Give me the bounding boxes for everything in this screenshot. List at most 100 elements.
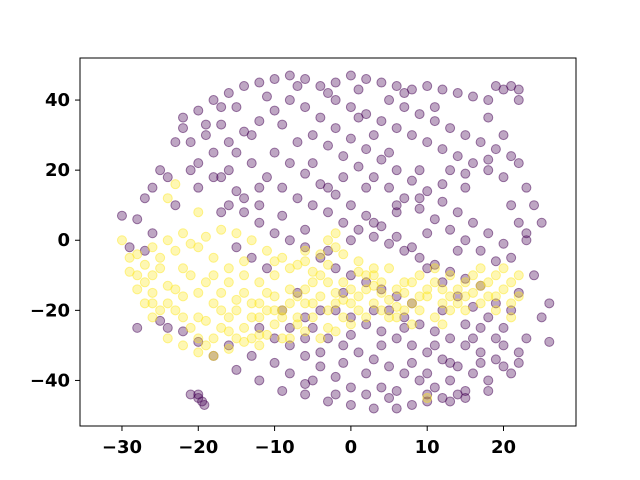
scatter-point	[414, 165, 425, 176]
scatter-point	[246, 312, 257, 323]
scatter-point	[376, 305, 387, 316]
scatter-point	[376, 154, 387, 165]
scatter-point	[414, 203, 425, 214]
scatter-point	[460, 130, 471, 141]
scatter-point	[414, 193, 425, 204]
scatter-point	[216, 119, 227, 130]
scatter-point	[208, 350, 219, 361]
scatter-point	[193, 207, 204, 218]
scatter-point	[345, 133, 356, 144]
scatter-point	[376, 287, 387, 298]
scatter-point	[368, 263, 379, 274]
scatter-point	[315, 347, 326, 358]
scatter-point	[445, 266, 456, 277]
scatter-point	[368, 305, 379, 316]
scatter-point	[437, 298, 448, 309]
scatter-point	[475, 347, 486, 358]
scatter-point	[506, 305, 517, 316]
scatter-point	[467, 333, 478, 344]
scatter-point	[513, 287, 524, 298]
scatter-point	[490, 298, 501, 309]
scatter-point	[132, 284, 143, 295]
scatter-point	[239, 81, 250, 92]
scatter-point	[345, 235, 356, 246]
scatter-point	[368, 354, 379, 365]
scatter-point	[437, 277, 448, 288]
scatter-point	[307, 266, 318, 277]
scatter-point	[300, 242, 311, 253]
scatter-point	[239, 193, 250, 204]
scatter-point	[406, 340, 417, 351]
y-tick-label: −40	[30, 370, 70, 391]
plot-frame	[79, 57, 577, 427]
scatter-point	[475, 322, 486, 333]
scatter-point	[284, 340, 295, 351]
scatter-point	[231, 294, 242, 305]
scatter-point	[216, 287, 227, 298]
scatter-point	[178, 312, 189, 323]
scatter-point	[422, 263, 433, 274]
scatter-point	[246, 130, 257, 141]
scatter-point	[506, 312, 517, 323]
scatter-point	[277, 305, 288, 316]
scatter-point	[391, 123, 402, 134]
scatter-point	[498, 172, 509, 183]
scatter-point	[300, 102, 311, 113]
scatter-point	[414, 252, 425, 263]
scatter-point	[323, 235, 333, 246]
scatter-point	[414, 109, 425, 120]
scatter-point	[368, 270, 379, 281]
scatter-point	[475, 298, 486, 309]
scatter-point	[384, 392, 395, 403]
scatter-point	[368, 231, 379, 242]
scatter-point	[460, 291, 471, 302]
scatter-point	[147, 270, 158, 281]
scatter-point	[391, 207, 402, 218]
scatter-point	[139, 277, 150, 288]
scatter-point	[193, 312, 204, 323]
scatter-point	[330, 389, 341, 400]
scatter-point	[506, 298, 517, 309]
scatter-point	[261, 172, 272, 183]
scatter-point	[414, 305, 425, 316]
y-tick-label: 0	[57, 230, 70, 251]
scatter-point	[300, 333, 311, 344]
scatter-point	[445, 270, 456, 281]
scatter-point	[460, 392, 471, 403]
scatter-point	[406, 399, 417, 410]
scatter-point	[475, 137, 486, 148]
scatter-point	[254, 322, 265, 333]
scatter-point	[155, 165, 166, 176]
scatter-point	[300, 326, 311, 337]
scatter-point	[445, 357, 456, 368]
scatter-point	[452, 207, 463, 218]
scatter-point	[216, 305, 227, 316]
scatter-point	[406, 357, 417, 368]
scatter-point	[170, 179, 181, 190]
scatter-point	[437, 179, 448, 190]
scatter-point	[467, 217, 478, 228]
scatter-point	[185, 322, 196, 333]
scatter-point	[315, 361, 326, 372]
scatter-point	[155, 263, 166, 274]
scatter-point	[330, 287, 341, 298]
scatter-point	[284, 95, 295, 106]
scatter-point	[300, 312, 311, 323]
x-tick-label: −20	[178, 437, 218, 458]
x-tick-label: −30	[102, 437, 142, 458]
scatter-point	[261, 263, 272, 274]
scatter-point	[178, 263, 189, 274]
scatter-point	[429, 102, 440, 113]
scatter-point	[353, 224, 364, 235]
scatter-point	[498, 361, 509, 372]
scatter-point	[353, 161, 364, 172]
scatter-point	[155, 252, 166, 263]
scatter-point	[239, 207, 250, 218]
scatter-point	[498, 238, 509, 249]
scatter-point	[330, 242, 341, 253]
scatter-point	[231, 186, 242, 197]
scatter-point	[254, 200, 265, 211]
scatter-point	[162, 193, 173, 204]
scatter-point	[490, 305, 501, 316]
scatter-point	[529, 200, 540, 211]
